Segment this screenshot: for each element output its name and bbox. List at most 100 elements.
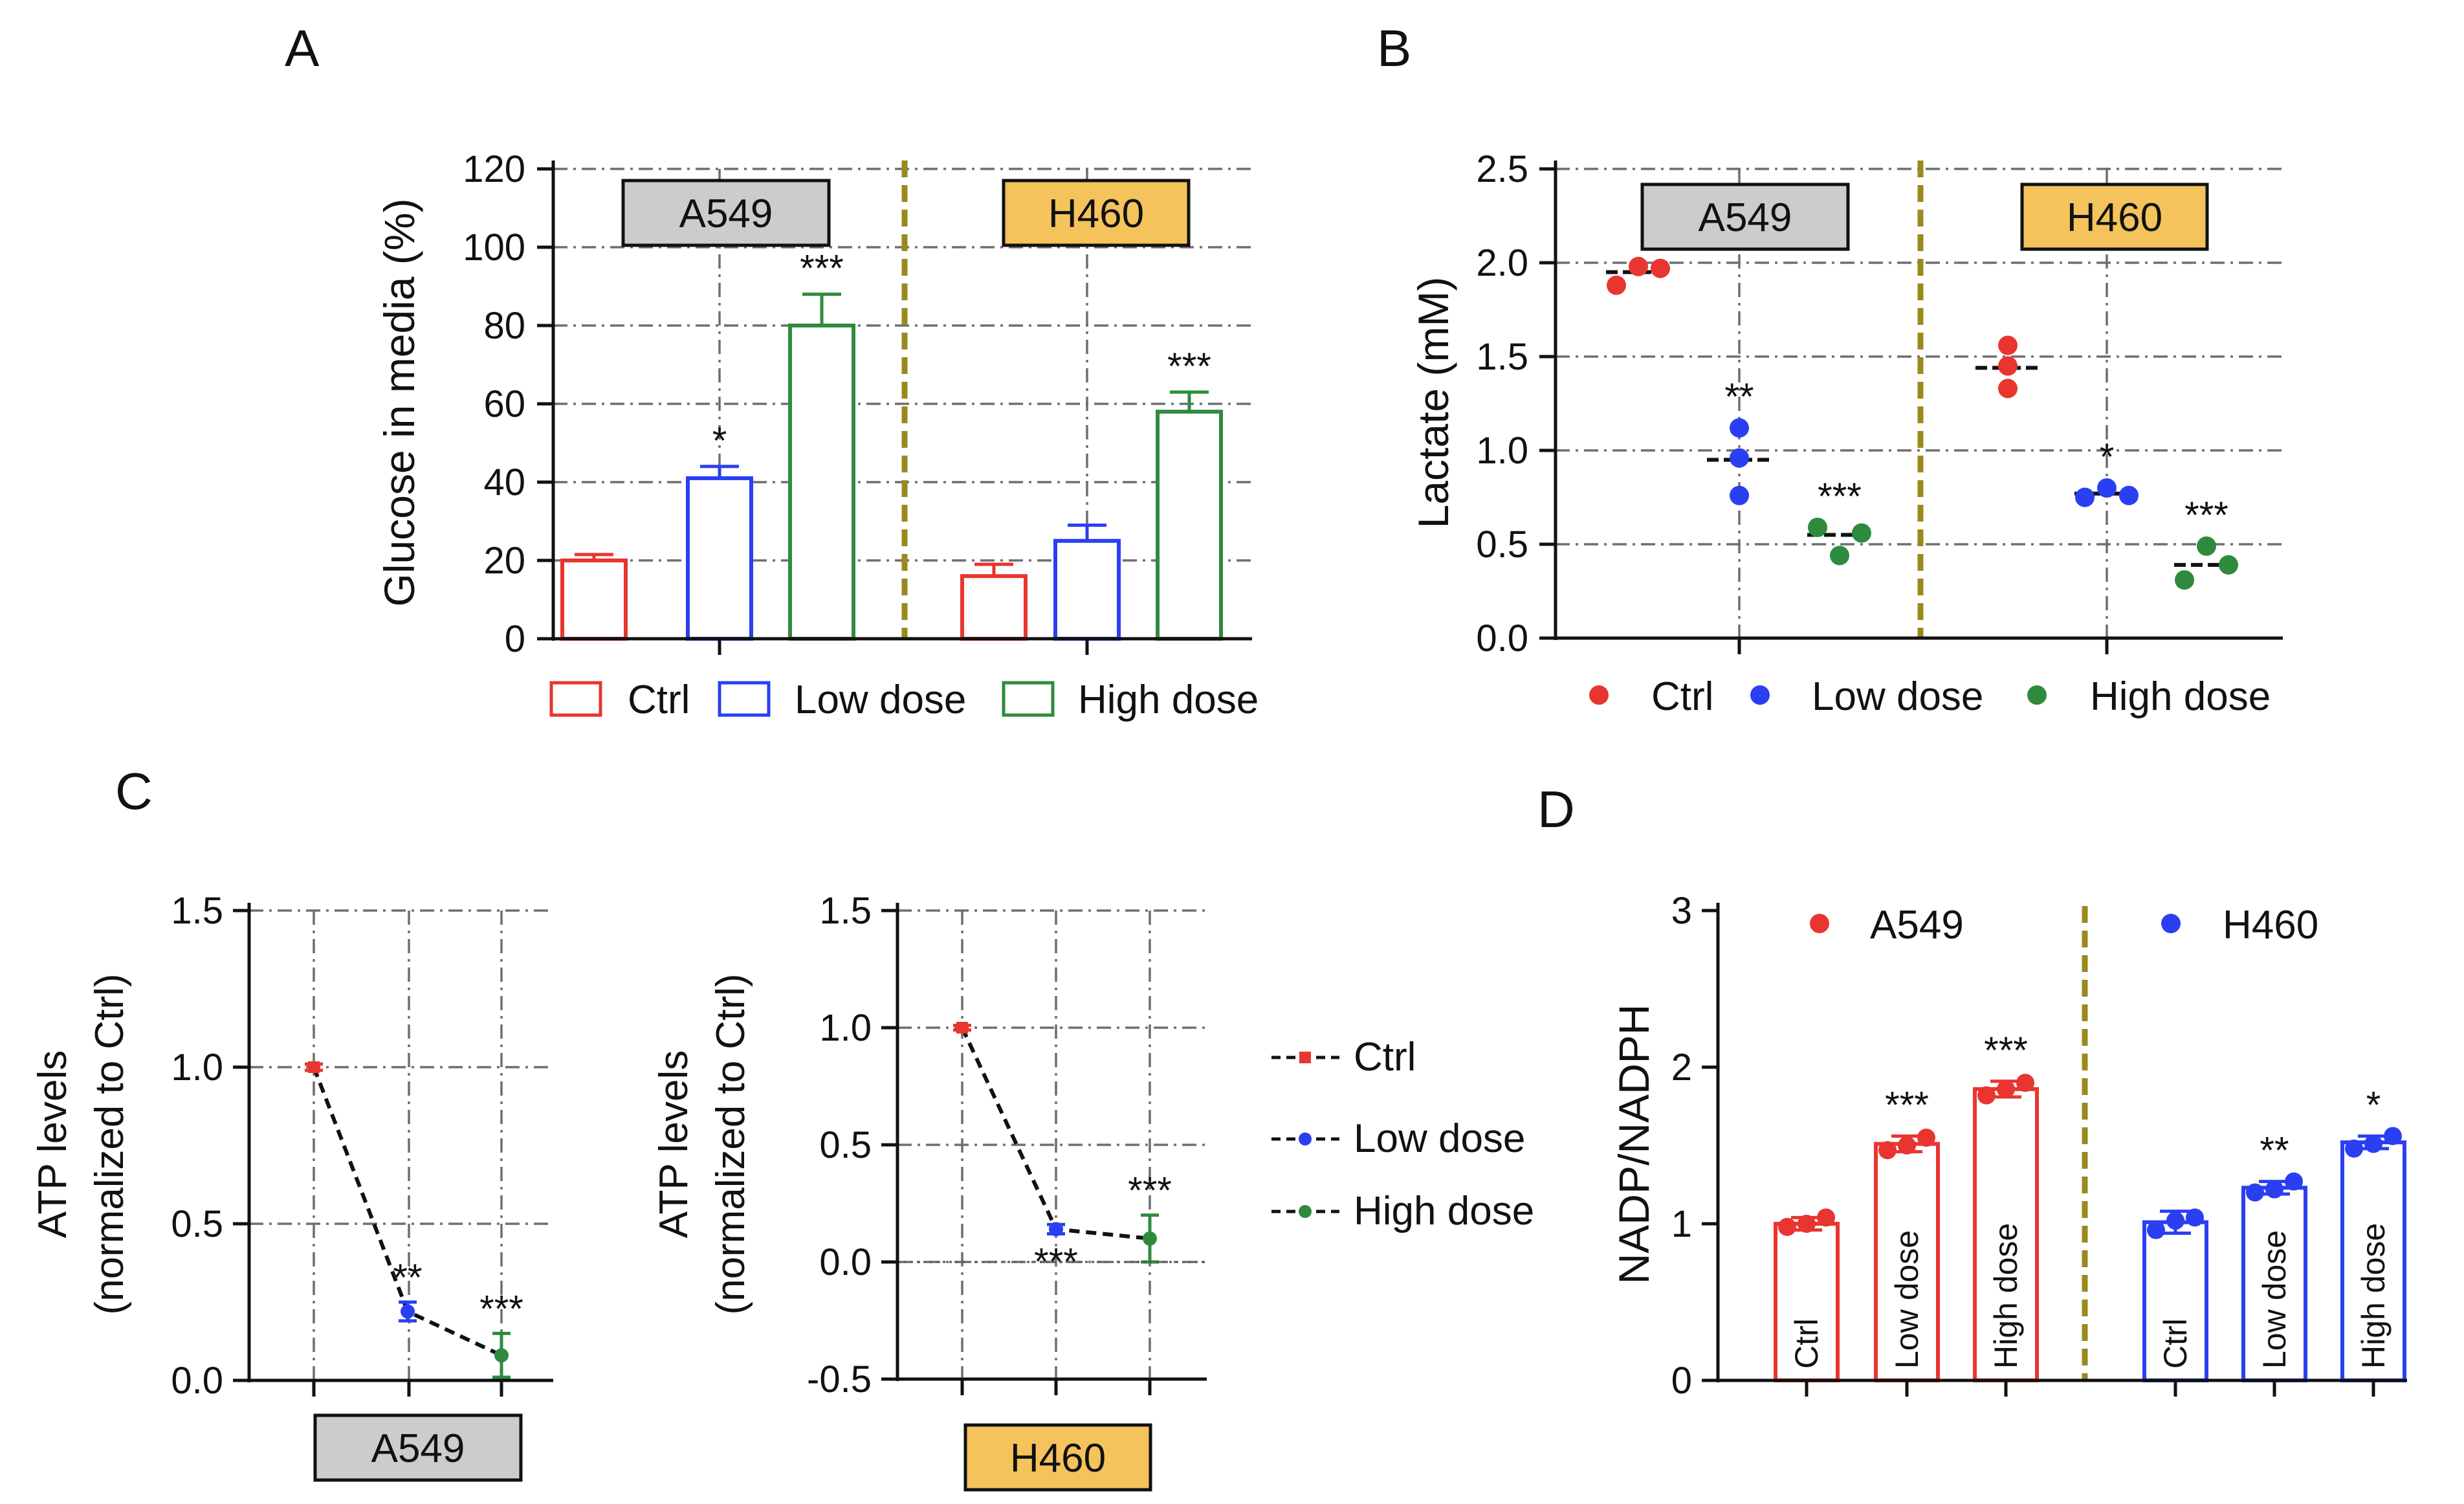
legend-c-ctrl: Ctrl xyxy=(1354,1035,1416,1079)
chart-a-ytick: 40 xyxy=(483,461,525,503)
data-point xyxy=(2384,1127,2402,1145)
chart-b-ylabel: Lactate (mM) xyxy=(1409,277,1457,529)
data-marker xyxy=(401,1304,415,1319)
legend-b-ctrl-dot xyxy=(1589,685,1609,705)
legend-b-high-dot xyxy=(2027,685,2047,705)
chart-c2-ytick: 1.5 xyxy=(819,890,872,932)
chart-a-box-h460-label: H460 xyxy=(1048,192,1144,236)
data-point xyxy=(1798,1215,1816,1233)
chart-c1-ytick: 1.5 xyxy=(171,890,223,932)
data-point xyxy=(1830,546,1849,566)
legend-c-ctrl-marker xyxy=(1299,1052,1311,1063)
chart-c2: ****** 1.5 1.0 0.5 0.0 -0.5 ATP levels (… xyxy=(652,890,1534,1492)
panel-label-c: C xyxy=(115,762,153,820)
bar-category-label: Ctrl xyxy=(2157,1318,2194,1369)
bar-category-label: High dose xyxy=(1988,1223,2024,1369)
chart-a-ytick: 120 xyxy=(463,148,525,190)
data-point xyxy=(1917,1128,1935,1147)
chart-a-ytick: 80 xyxy=(483,305,525,347)
data-point xyxy=(1778,1217,1796,1236)
data-point xyxy=(2147,1221,2165,1239)
chart-c1-xlabel-box xyxy=(313,1413,523,1482)
bar-category-label: Low dose xyxy=(2256,1230,2293,1369)
panel-label-b: B xyxy=(1377,19,1411,77)
significance-label: * xyxy=(2366,1084,2381,1126)
chart-a-legend: Ctrl Low dose High dose xyxy=(549,678,1259,722)
data-point xyxy=(2285,1172,2303,1191)
data-point xyxy=(2175,570,2194,590)
bar-a549-2 xyxy=(788,324,855,641)
legend-c-high-marker xyxy=(1299,1205,1312,1218)
chart-c2-ytick: 0.0 xyxy=(819,1241,872,1283)
chart-a-ylabel: Glucose in media (%) xyxy=(375,199,423,607)
data-marker xyxy=(1143,1231,1157,1246)
chart-a-ytick: 20 xyxy=(483,540,525,582)
chart-c2-ytick: 0.5 xyxy=(819,1124,872,1166)
significance-label: *** xyxy=(2184,494,2228,536)
chart-d-legend: A549 H460 xyxy=(1810,903,2318,947)
legend-c-high: High dose xyxy=(1354,1189,1534,1233)
bar-h460-1 xyxy=(1053,538,1121,641)
chart-c1-ylabel-line2: (normalized to Ctrl) xyxy=(87,973,132,1314)
legend-a-ctrl-swatch xyxy=(549,681,602,717)
data-point xyxy=(2345,1139,2363,1158)
legend-b-high: High dose xyxy=(2090,674,2271,719)
data-point xyxy=(1998,379,2018,399)
chart-b: ********* 2.5 2.0 1.5 1.0 0.5 0.0 Lactat… xyxy=(1409,148,2283,719)
significance-label: *** xyxy=(800,248,844,290)
data-point xyxy=(1852,523,1871,543)
chart-b-ytick: 1.5 xyxy=(1476,336,1528,378)
significance-label: *** xyxy=(1984,1030,2028,1072)
bar-h460-0 xyxy=(960,574,1028,641)
bar-h460-1 xyxy=(2241,1186,2307,1382)
data-point xyxy=(2186,1208,2204,1227)
data-point xyxy=(1651,258,1670,278)
chart-b-box-a549 xyxy=(1640,182,1850,251)
data-marker xyxy=(308,1061,320,1073)
chart-d: Ctrl Low dose***High dose***Ctrl Low dose*… xyxy=(1610,890,2407,1402)
chart-c2-ytick: -0.5 xyxy=(807,1358,872,1400)
significance-label: *** xyxy=(1167,346,1211,388)
chart-c2-ticks xyxy=(881,909,1152,1395)
data-point xyxy=(1898,1136,1916,1155)
bar-a549-1 xyxy=(686,476,753,641)
legend-c-low-marker xyxy=(1299,1133,1312,1145)
chart-d-ticks xyxy=(1702,909,2375,1397)
bar-category-label: Ctrl xyxy=(1788,1318,1825,1369)
data-marker xyxy=(1049,1222,1063,1237)
chart-b-ytick: 2.5 xyxy=(1476,148,1528,190)
data-point xyxy=(2265,1180,2283,1199)
panel-label-d: D xyxy=(1537,780,1575,838)
significance-label: *** xyxy=(479,1288,523,1330)
data-point xyxy=(1730,418,1749,438)
chart-b-box-h460-label: H460 xyxy=(2067,195,2162,240)
data-point xyxy=(2197,536,2216,556)
chart-c1-xlabel: A549 xyxy=(371,1426,465,1471)
data-point xyxy=(1998,356,2018,376)
chart-d-ylabel: NADP/NADPH xyxy=(1610,1004,1658,1285)
chart-c1-ylabel-line1: ATP levels xyxy=(30,1050,75,1239)
chart-c2-grid xyxy=(897,909,1207,1379)
significance-label: * xyxy=(712,420,727,462)
chart-b-ticks xyxy=(1539,167,2109,654)
data-point xyxy=(2119,485,2139,505)
chart-c2-legend: Ctrl Low dose High dose xyxy=(1271,1035,1534,1233)
legend-b-low: Low dose xyxy=(1812,674,1983,719)
chart-c2-xlabel-box xyxy=(963,1423,1152,1492)
chart-c2-xlabel: H460 xyxy=(1010,1436,1106,1481)
bar-h460-2 xyxy=(1156,410,1223,641)
significance-label: * xyxy=(2100,436,2115,478)
chart-c1-ytick: 0.0 xyxy=(171,1360,223,1402)
chart-d-ytick: 2 xyxy=(1671,1046,1692,1089)
data-point xyxy=(1629,256,1648,276)
data-point xyxy=(2246,1183,2264,1202)
chart-b-ytick: 2.0 xyxy=(1476,242,1528,284)
chart-a-ytick: 100 xyxy=(463,227,525,269)
data-point xyxy=(1997,1079,2015,1098)
legend-a-high-swatch xyxy=(1002,681,1055,717)
data-point xyxy=(1808,517,1827,537)
chart-d-bars: Ctrl Low dose***High dose***Ctrl Low dose*… xyxy=(1774,1030,2406,1383)
chart-b-box-h460 xyxy=(2020,182,2209,251)
panel-label-a: A xyxy=(285,19,320,77)
